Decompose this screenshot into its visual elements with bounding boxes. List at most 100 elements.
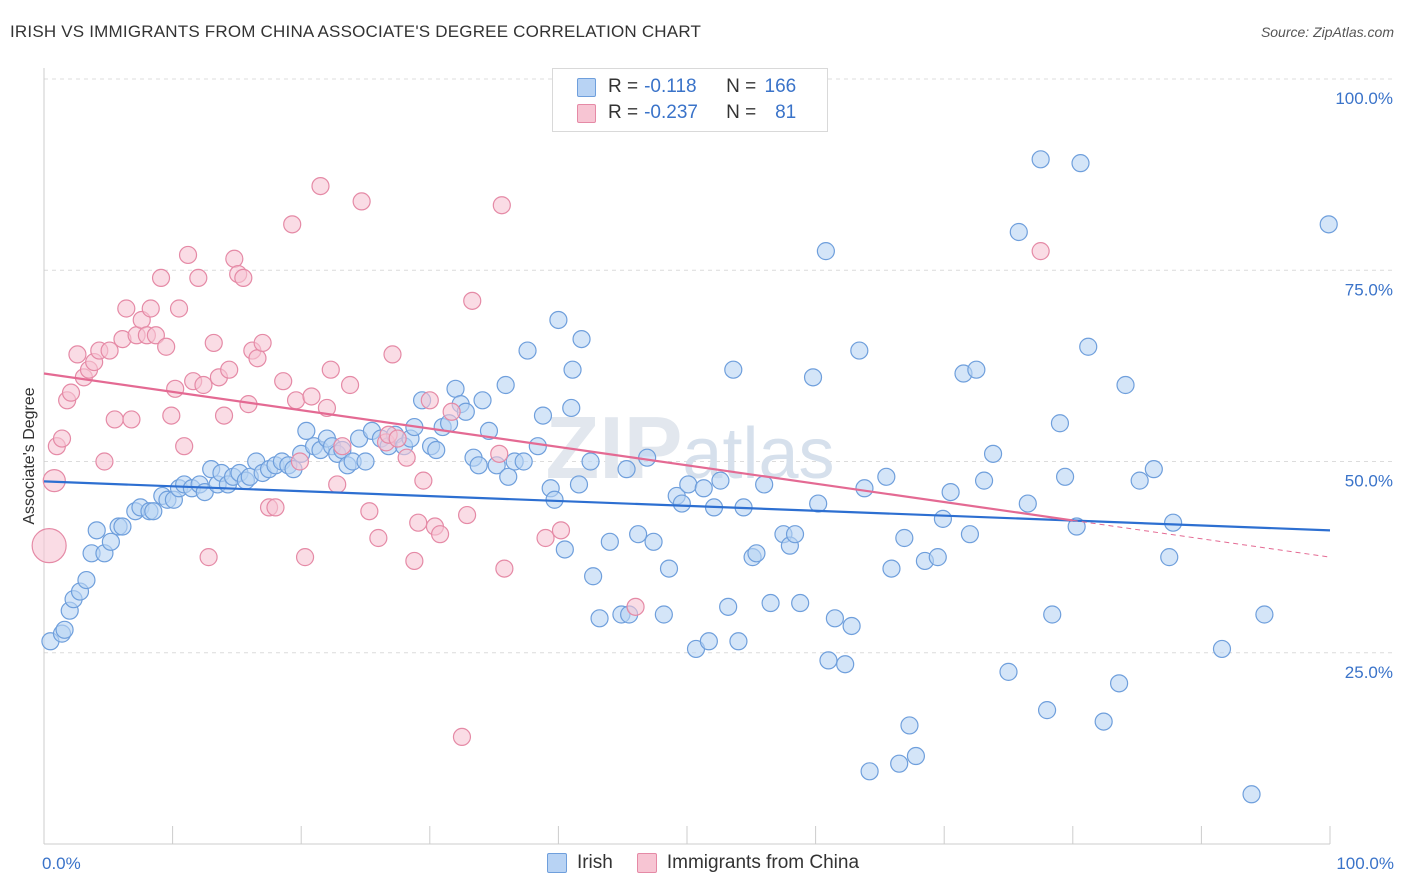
irish-point [1071,154,1090,173]
irish-point [747,544,766,563]
irish-point [528,437,547,456]
r-label: R = [608,102,639,123]
irish-point [895,528,914,548]
y-tick-labels: 25.0% 50.0% 75.0% 100.0% [1335,89,1393,682]
china-point [360,502,379,521]
n-label: N = [726,102,757,123]
irish-point [1164,513,1183,532]
china-point [463,291,482,310]
legend-item-china[interactable]: Immigrants from China [636,852,859,874]
china-point [105,410,124,429]
irish-point [1031,150,1050,169]
irish-point [549,310,568,330]
irish-point [473,391,492,410]
irish-point [555,540,574,559]
irish-point [563,360,582,379]
irish-point [791,593,810,613]
irish-swatch [577,77,596,97]
y-tick-label: 25.0% [1345,663,1393,682]
china-point [626,597,645,616]
irish-point [860,762,879,781]
series-china-points [31,177,1050,747]
china-point [225,249,244,268]
irish-point [699,632,718,651]
irish-point [1067,517,1086,536]
china-point [397,448,416,467]
china-point [146,326,165,345]
irish-point [1009,222,1028,242]
china-point [95,452,114,471]
irish-point [1018,494,1037,513]
irish-point [842,616,861,636]
irish-point [933,509,953,528]
irish-point [999,662,1018,681]
irish-point [877,467,896,486]
irish-point [1043,605,1062,624]
x-tick-label-min: 0.0% [42,854,81,873]
irish-point [644,532,663,551]
china-legend-swatch [636,853,657,873]
china-point [311,177,330,196]
irish-point [600,532,619,551]
irish-point [590,609,609,628]
china-point [166,379,185,398]
y-tick-label: 50.0% [1345,472,1393,491]
china-point [162,406,181,425]
irish-point [499,467,518,486]
y-axis-label: Associate's Degree [21,387,38,524]
legend-item-irish[interactable]: Irish [546,852,613,874]
china-point [169,299,189,318]
china-point [286,391,306,410]
china-point [42,469,66,493]
china-point [199,548,218,567]
china-point [266,498,285,517]
china-point [220,360,239,379]
gridlines [44,78,1394,654]
irish-point [900,716,919,735]
irish-legend-label: Irish [576,852,613,873]
china-n-value: 81 [775,102,797,123]
irish-point [855,479,874,498]
china-point [100,341,119,360]
correlation-legend: R = -0.118 N = 166 R = -0.237 N = 81 [552,68,828,132]
irish-point [1130,471,1149,490]
china-point [369,528,388,548]
irish-point [659,559,679,578]
china-point [414,471,433,490]
china-point [409,513,428,532]
irish-point [803,368,823,387]
irish-point [672,494,691,513]
china-point [117,299,136,318]
irish-point [629,525,648,544]
china-point [248,349,267,368]
n-label: N = [726,76,757,97]
china-point [352,192,371,211]
china-point [383,345,402,364]
irish-point [479,421,499,440]
irish-trend-line [43,480,1331,532]
irish-point [1144,460,1163,479]
irish-point [1109,674,1129,693]
irish-point [1050,414,1070,433]
series-irish-points [41,150,1338,804]
irish-point [755,475,774,494]
china-point [420,391,439,410]
irish-point [729,632,748,651]
china-point [495,559,514,578]
china-point [430,525,450,544]
legend-row-irish: R = -0.118 N = 166 [577,74,796,100]
china-point [68,345,87,364]
china-point [141,299,160,318]
china-point [536,528,555,548]
irish-point [654,605,673,624]
r-label: R = [608,76,639,97]
china-trend-extension [1072,519,1331,558]
china-point [405,551,424,571]
china-point [234,268,253,287]
legend-row-china: R = -0.237 N = 81 [577,100,796,126]
china-point [31,528,67,564]
irish-point [1094,712,1113,731]
irish-point [1319,215,1338,234]
china-point [328,475,347,494]
china-point [151,268,171,287]
